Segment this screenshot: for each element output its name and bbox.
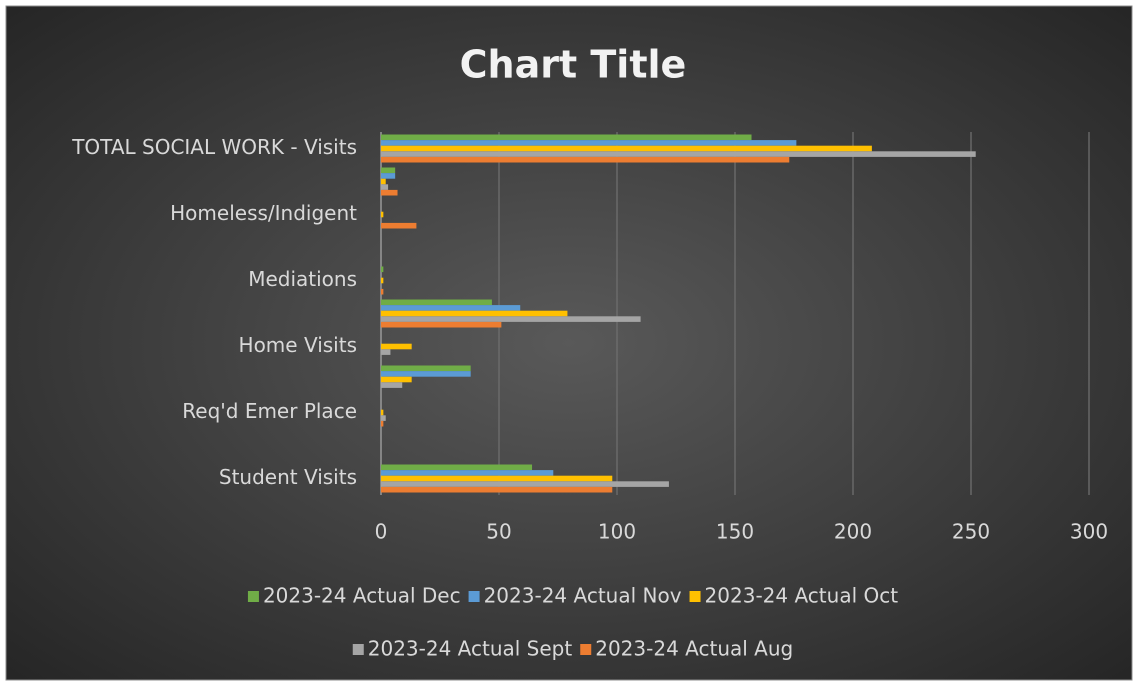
legend-label: 2023-24 Actual Dec bbox=[263, 584, 461, 608]
y-tick-label: Req'd Emer Place bbox=[182, 399, 357, 423]
x-tick-label: 50 bbox=[486, 520, 511, 544]
bar bbox=[381, 167, 396, 174]
bar bbox=[381, 343, 412, 350]
y-tick-label: Mediations bbox=[248, 267, 357, 291]
x-tick-label: 200 bbox=[834, 520, 872, 544]
bar bbox=[381, 266, 384, 273]
bar bbox=[381, 349, 391, 355]
x-tick-label: 150 bbox=[716, 520, 754, 544]
bar bbox=[381, 321, 502, 328]
bar bbox=[381, 288, 384, 295]
x-tick-label: 100 bbox=[598, 520, 636, 544]
bar bbox=[381, 189, 398, 196]
bar bbox=[381, 156, 790, 163]
chart-title: Chart Title bbox=[460, 43, 687, 87]
bar bbox=[381, 464, 533, 471]
bar bbox=[381, 486, 613, 493]
bar bbox=[381, 222, 417, 229]
y-tick-label: Home Visits bbox=[239, 333, 357, 357]
legend-label: 2023-24 Actual Nov bbox=[484, 584, 682, 608]
bar bbox=[381, 178, 386, 185]
bar bbox=[381, 299, 492, 306]
bar bbox=[381, 310, 568, 317]
bar bbox=[381, 376, 412, 383]
bar bbox=[381, 316, 641, 322]
bar bbox=[381, 173, 396, 179]
x-tick-label: 0 bbox=[375, 520, 388, 544]
bar bbox=[381, 134, 752, 141]
y-tick-label: Homeless/Indigent bbox=[170, 201, 357, 225]
legend-swatch bbox=[247, 591, 259, 602]
legend-swatch bbox=[580, 644, 592, 655]
bar bbox=[381, 211, 384, 218]
bar bbox=[381, 140, 797, 146]
x-tick-label: 300 bbox=[1070, 520, 1108, 544]
y-tick-label: Student Visits bbox=[219, 465, 357, 489]
bar bbox=[381, 409, 384, 416]
bar bbox=[381, 382, 403, 388]
bar bbox=[381, 415, 386, 421]
legend-label: 2023-24 Actual Aug bbox=[595, 637, 793, 661]
legend-swatch bbox=[689, 591, 701, 602]
bar bbox=[381, 470, 554, 476]
legend-label: 2023-24 Actual Oct bbox=[705, 584, 899, 608]
bar bbox=[381, 475, 613, 482]
bar bbox=[381, 305, 521, 311]
bar bbox=[381, 151, 976, 157]
legend-swatch bbox=[352, 644, 364, 655]
bar bbox=[381, 481, 669, 487]
bar bbox=[381, 365, 471, 372]
legend-swatch bbox=[468, 591, 480, 602]
legend-label: 2023-24 Actual Sept bbox=[368, 637, 573, 661]
bar bbox=[381, 371, 471, 377]
y-tick-label: TOTAL SOCIAL WORK - Visits bbox=[71, 135, 357, 159]
bar bbox=[381, 145, 872, 152]
chart-background bbox=[5, 5, 1133, 681]
bar bbox=[381, 184, 389, 190]
bar bbox=[381, 420, 384, 427]
x-tick-label: 250 bbox=[952, 520, 990, 544]
bar bbox=[381, 277, 384, 284]
